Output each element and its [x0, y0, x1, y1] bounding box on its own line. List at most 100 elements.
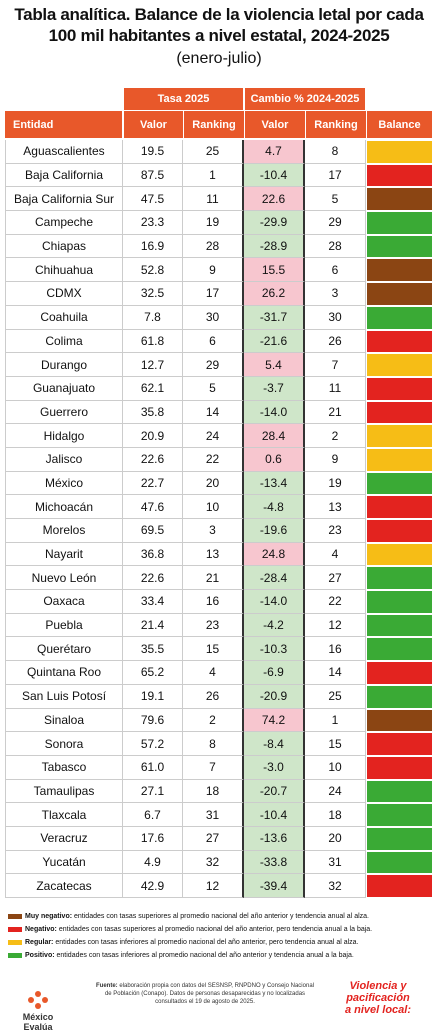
cell-value: 20 [305, 826, 366, 851]
entity: Guerrero [5, 400, 123, 425]
entity: Tamaulipas [5, 779, 123, 804]
cell-value: 22 [305, 590, 366, 614]
cell-value: 19 [305, 471, 366, 496]
cell-value: 15.5 [244, 258, 305, 283]
cell-value: 22 [183, 447, 244, 472]
entity: Quintana Roo [5, 661, 123, 685]
legend-label: Regular: [25, 939, 54, 946]
cell-value: 16 [305, 637, 366, 662]
cell-value: -14.0 [244, 590, 305, 614]
legend-swatch [8, 952, 22, 958]
cell-value: 65.2 [123, 661, 183, 685]
entity: Baja California [5, 163, 123, 188]
logo-text: México Evalúa [22, 1012, 54, 1032]
entity: Colima [5, 329, 123, 354]
cell-value: 14 [183, 400, 244, 425]
cell-value: 7 [183, 755, 244, 780]
entity: Oaxaca [5, 590, 123, 614]
cell-value: 8 [183, 732, 244, 756]
cell-value: -28.4 [244, 566, 305, 591]
cell-value: 4 [183, 661, 244, 685]
cell-value: 25 [183, 140, 244, 164]
source-text: elaboración propia con datos del SESNSP,… [104, 983, 314, 1005]
cell-value: -29.9 [244, 211, 305, 235]
column-header: Balance [367, 111, 432, 138]
cell-value: 3 [183, 519, 244, 543]
cell-value: -14.0 [244, 400, 305, 425]
cell-value: -20.9 [244, 684, 305, 709]
cell-value: 4.9 [123, 850, 183, 875]
cell-value: -8.4 [244, 732, 305, 756]
column-header: Ranking [306, 111, 366, 138]
legend-text: entidades con tasas superiores al promed… [74, 913, 369, 920]
balance [367, 638, 432, 661]
cell-value: 79.6 [123, 708, 183, 733]
cell-value: 10 [183, 495, 244, 519]
logo: México Evalúa [8, 990, 68, 1032]
entity: México [5, 471, 123, 496]
entity: Campeche [5, 211, 123, 235]
legend-item: Negativo: entidades con tasas superiores… [8, 925, 433, 934]
balance [367, 212, 432, 234]
cell-value: 27 [305, 566, 366, 591]
balance [367, 543, 432, 566]
column-header: Valor [124, 111, 183, 138]
cell-value: 21 [183, 566, 244, 591]
entity: Hidalgo [5, 424, 123, 448]
cell-value: 57.2 [123, 732, 183, 756]
entity: Chihuahua [5, 258, 123, 283]
balance [367, 733, 432, 755]
cell-value: 5.4 [244, 353, 305, 377]
legend-text: entidades con tasas inferiores al promed… [55, 939, 359, 946]
cell-value: -6.9 [244, 661, 305, 685]
entity: Chiapas [5, 234, 123, 259]
cell-value: 18 [183, 779, 244, 804]
cell-value: -3.7 [244, 376, 305, 401]
cell-value: 5 [305, 187, 366, 212]
entity: Baja California Sur [5, 187, 123, 212]
cell-value: 7.8 [123, 305, 183, 330]
column-header: Entidad [5, 111, 122, 138]
cell-value: -28.9 [244, 234, 305, 259]
cell-value: 10 [305, 755, 366, 780]
cell-value: 25 [305, 684, 366, 709]
balance [367, 188, 432, 211]
cell-value: -20.7 [244, 779, 305, 804]
cell-value: -13.6 [244, 826, 305, 851]
group-header: Tasa 2025 [124, 88, 243, 110]
entity: Morelos [5, 519, 123, 543]
cell-value: 32 [305, 874, 366, 898]
legend-label: Muy negativo: [25, 913, 73, 920]
brand: Violencia y pacificación a nivel local: [322, 980, 434, 1016]
cell-value: 28 [183, 234, 244, 259]
cell-value: 14 [305, 661, 366, 685]
cell-value: 12 [305, 613, 366, 638]
cell-value: 21 [305, 400, 366, 425]
cell-value: -21.6 [244, 329, 305, 354]
cell-value: 26 [183, 684, 244, 709]
entity: CDMX [5, 282, 123, 306]
cell-value: 19.5 [123, 140, 183, 164]
cell-value: 26 [305, 329, 366, 354]
cell-value: 22.6 [123, 566, 183, 591]
group-header: Cambio % 2024-2025 [245, 88, 365, 110]
balance [367, 875, 432, 897]
cell-value: 26.2 [244, 282, 305, 306]
cell-value: 33.4 [123, 590, 183, 614]
legend-swatch [8, 939, 22, 945]
logo-icon [28, 991, 48, 1009]
balance [367, 662, 432, 684]
legend-swatch [8, 913, 22, 919]
entity: Michoacán [5, 495, 123, 519]
legend-swatch [8, 926, 22, 932]
balance [367, 401, 432, 424]
cell-value: -10.4 [244, 803, 305, 827]
cell-value: 11 [305, 376, 366, 401]
balance [367, 472, 432, 495]
cell-value: -10.4 [244, 163, 305, 188]
column-header: Valor [245, 111, 305, 138]
entity: Sonora [5, 732, 123, 756]
cell-value: 69.5 [123, 519, 183, 543]
cell-value: 23 [305, 519, 366, 543]
balance [367, 685, 432, 708]
